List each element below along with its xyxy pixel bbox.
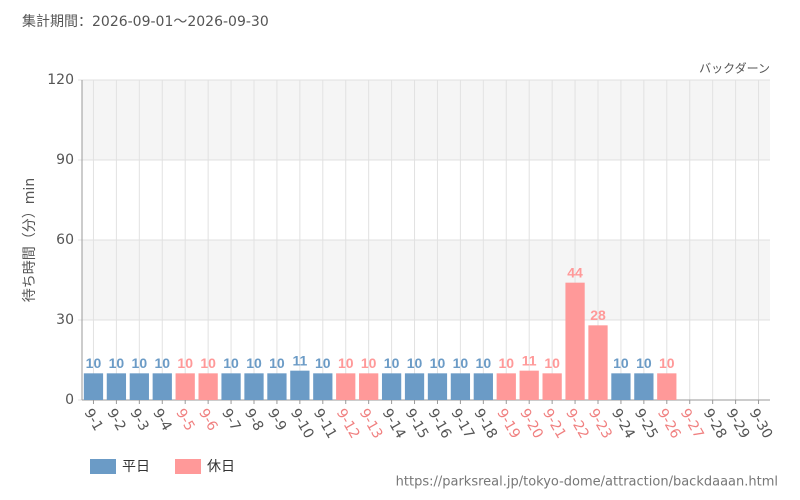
x-tick-label: 9-8 <box>241 406 266 434</box>
bar <box>175 373 195 400</box>
value-label: 10 <box>200 355 216 371</box>
x-tick-label: 9-14 <box>379 406 409 442</box>
value-label: 10 <box>384 355 400 371</box>
chart-subtitle: バックダーン <box>699 61 770 76</box>
value-label: 28 <box>590 307 606 323</box>
x-tick-label: 9-15 <box>402 406 432 442</box>
x-tick-label: 9-11 <box>310 406 340 442</box>
x-tick-label: 9-13 <box>356 406 386 442</box>
bar <box>152 373 172 400</box>
legend-label: 平日 <box>122 459 150 475</box>
value-label: 10 <box>338 355 354 371</box>
y-tick-label: 30 <box>56 312 74 328</box>
bar <box>519 370 539 400</box>
x-tick-label: 9-12 <box>333 406 363 442</box>
bar <box>588 325 608 400</box>
bar <box>336 373 356 400</box>
plot-band <box>82 240 770 320</box>
x-tick-label: 9-18 <box>470 406 500 442</box>
value-label: 10 <box>86 355 102 371</box>
bar <box>359 373 379 400</box>
bar <box>634 373 654 400</box>
bar <box>404 373 425 400</box>
x-tick-label: 9-16 <box>425 406 455 442</box>
x-tick-label: 9-2 <box>103 406 128 434</box>
legend-swatch <box>175 459 201 474</box>
bar <box>473 373 493 400</box>
value-label: 11 <box>522 352 537 368</box>
value-label: 10 <box>154 355 170 371</box>
value-label: 10 <box>430 355 446 371</box>
legend-swatch <box>90 459 116 474</box>
x-tick-label: 9-22 <box>562 406 592 442</box>
x-tick-label: 9-5 <box>172 406 197 434</box>
value-label: 44 <box>567 264 583 280</box>
value-label: 10 <box>269 355 285 371</box>
x-tick-label: 9-10 <box>287 406 317 442</box>
x-tick-label: 9-26 <box>654 406 684 442</box>
value-label: 10 <box>544 355 560 371</box>
x-tick-label: 9-30 <box>746 406 776 442</box>
x-tick-label: 9-9 <box>264 406 289 434</box>
value-label: 10 <box>453 355 469 371</box>
bar <box>106 373 127 400</box>
x-tick-label: 9-28 <box>700 406 730 442</box>
source-url: https://parksreal.jp/tokyo-dome/attracti… <box>396 475 778 490</box>
bar <box>565 282 585 400</box>
x-tick-label: 9-27 <box>677 406 707 442</box>
chart-title: 集計期間：2026-09-01～2026-09-30 <box>22 13 269 30</box>
x-tick-label: 9-29 <box>723 406 753 442</box>
value-label: 10 <box>498 355 514 371</box>
bar <box>450 373 471 400</box>
plot-band <box>82 80 770 160</box>
y-tick-label: 90 <box>56 152 74 168</box>
x-tick-label: 9-19 <box>493 406 523 442</box>
value-label: 10 <box>476 355 492 371</box>
bar <box>290 370 310 400</box>
bar <box>381 373 402 400</box>
bar <box>313 373 333 400</box>
x-tick-label: 9-3 <box>126 406 151 434</box>
bar <box>129 373 149 400</box>
bar <box>244 373 264 400</box>
x-tick-label: 9-6 <box>195 406 220 434</box>
y-tick-label: 120 <box>47 72 74 88</box>
bar <box>198 373 218 400</box>
bar <box>221 373 241 400</box>
value-label: 10 <box>636 355 652 371</box>
value-label: 10 <box>109 355 125 371</box>
value-label: 11 <box>292 352 307 368</box>
x-tick-label: 9-24 <box>608 406 638 442</box>
x-tick-label: 9-1 <box>81 406 106 434</box>
bar <box>611 373 631 400</box>
bar <box>496 373 516 400</box>
value-label: 10 <box>613 355 629 371</box>
value-label: 10 <box>659 355 675 371</box>
x-tick-label: 9-17 <box>447 406 477 442</box>
y-tick-label: 60 <box>56 232 74 248</box>
x-tick-label: 9-23 <box>585 406 615 442</box>
value-label: 10 <box>407 355 423 371</box>
value-label: 10 <box>177 355 193 371</box>
x-tick-label: 9-7 <box>218 406 243 434</box>
y-axis-label: 待ち時間（分）min <box>22 178 38 302</box>
bar <box>427 373 448 400</box>
value-label: 10 <box>315 355 331 371</box>
y-tick-label: 0 <box>65 392 74 408</box>
x-tick-label: 9-21 <box>539 406 569 442</box>
x-tick-label: 9-25 <box>631 406 661 442</box>
value-label: 10 <box>223 355 239 371</box>
x-tick-label: 9-4 <box>149 406 174 434</box>
x-tick-label: 9-20 <box>516 406 546 442</box>
value-label: 10 <box>132 355 148 371</box>
value-label: 10 <box>246 355 262 371</box>
legend-label: 休日 <box>207 459 235 475</box>
bar <box>657 373 677 400</box>
bar <box>542 373 562 400</box>
bar <box>267 373 287 400</box>
value-label: 10 <box>361 355 377 371</box>
bar <box>83 373 104 400</box>
